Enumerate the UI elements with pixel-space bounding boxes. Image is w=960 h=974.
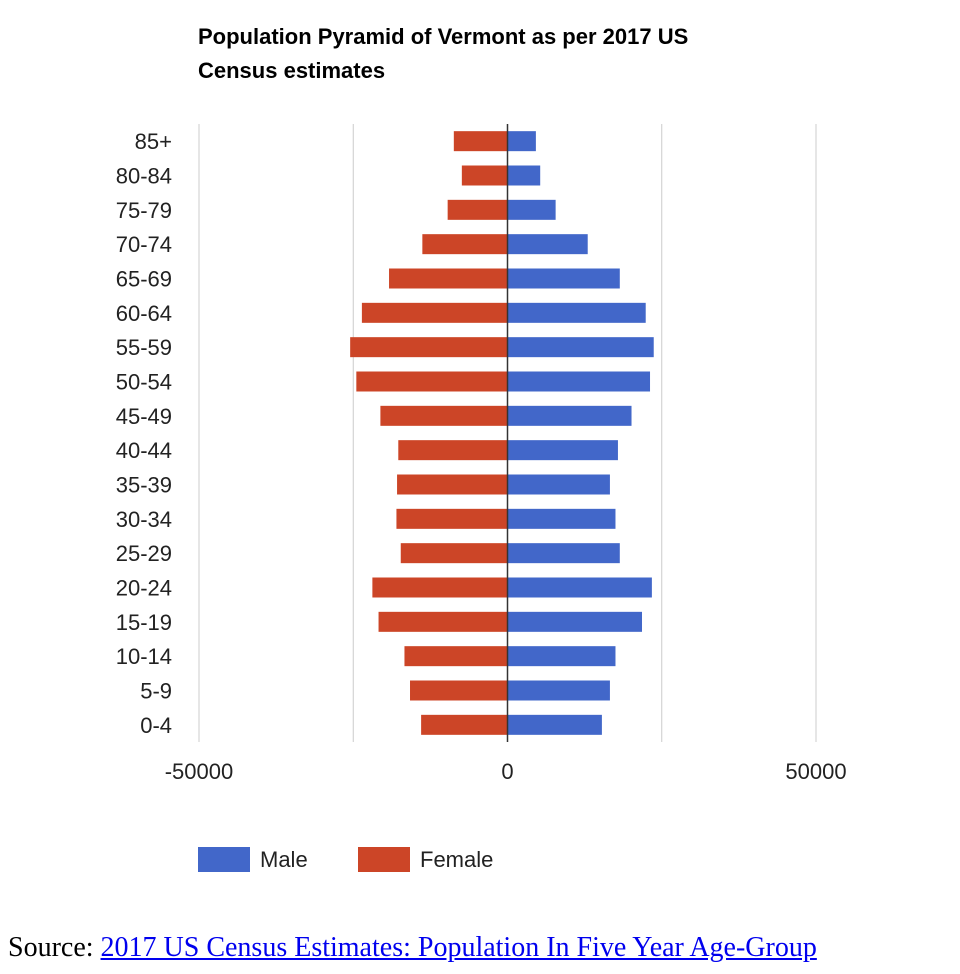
bar-male-45-49: [507, 405, 632, 426]
y-tick-label: 75-79: [116, 198, 172, 223]
bar-female-60-64: [361, 302, 508, 323]
bar-male-85+: [507, 131, 536, 152]
y-tick-label: 10-14: [116, 644, 172, 669]
bar-male-25-29: [507, 543, 620, 564]
bar-male-10-14: [507, 646, 616, 667]
source-link[interactable]: 2017 US Census Estimates: Population In …: [100, 932, 817, 963]
bar-male-35-39: [507, 474, 610, 495]
bar-female-75-79: [447, 199, 508, 220]
bar-male-80-84: [507, 165, 541, 186]
y-tick-label: 15-19: [116, 610, 172, 635]
bar-male-15-19: [507, 611, 643, 632]
bar-female-15-19: [378, 611, 508, 632]
legend-swatch-female: [358, 847, 410, 872]
bar-female-85+: [453, 131, 508, 152]
legend: Male Female: [198, 847, 493, 872]
bar-female-45-49: [380, 405, 508, 426]
population-pyramid-chart: Population Pyramid of Vermont as per 201…: [116, 24, 847, 872]
bar-female-50-54: [356, 371, 508, 392]
y-tick-label: 5-9: [140, 679, 172, 704]
y-tick-label: 80-84: [116, 164, 172, 189]
bar-female-20-24: [372, 577, 508, 598]
x-tick-label: 50000: [785, 759, 846, 784]
bar-female-10-14: [404, 646, 508, 667]
bar-female-0-4: [421, 714, 508, 735]
axes: 85+ 80-84 75-79 70-74 65-69 60-64 55-59 50-54 45…: [116, 124, 847, 784]
x-tick-label: 0: [501, 759, 513, 784]
y-tick-label: 20-24: [116, 576, 172, 601]
y-tick-label: 55-59: [116, 335, 172, 360]
chart-title-line-1: Population Pyramid of Vermont as per 201…: [198, 24, 688, 49]
bar-female-25-29: [400, 543, 508, 564]
bar-female-30-34: [396, 508, 508, 529]
bar-male-60-64: [507, 302, 646, 323]
bar-male-0-4: [507, 714, 602, 735]
bar-male-75-79: [507, 199, 556, 220]
y-tick-label: 35-39: [116, 473, 172, 498]
y-tick-label: 50-54: [116, 370, 172, 395]
y-tick-label: 70-74: [116, 232, 172, 257]
legend-label-male: Male: [260, 847, 308, 872]
y-tick-label: 40-44: [116, 438, 172, 463]
y-tick-label: 45-49: [116, 404, 172, 429]
y-tick-label: 65-69: [116, 267, 172, 292]
bar-female-55-59: [350, 337, 508, 358]
bar-male-20-24: [507, 577, 652, 598]
bar-male-70-74: [507, 234, 588, 255]
y-tick-label: 0-4: [140, 713, 172, 738]
y-tick-label: 85+: [135, 129, 172, 154]
y-tick-label: 60-64: [116, 301, 172, 326]
source-line: Source: 2017 US Census Estimates: Popula…: [8, 932, 817, 964]
bar-female-65-69: [389, 268, 508, 289]
bar-male-65-69: [507, 268, 620, 289]
bar-male-40-44: [507, 440, 618, 461]
legend-label-female: Female: [420, 847, 493, 872]
legend-swatch-male: [198, 847, 250, 872]
x-tick-label: -50000: [165, 759, 234, 784]
bars: [350, 131, 654, 735]
bar-male-50-54: [507, 371, 651, 392]
source-label: Source:: [8, 932, 94, 963]
bar-male-55-59: [507, 337, 654, 358]
bar-female-35-39: [397, 474, 508, 495]
y-tick-label: 30-34: [116, 507, 172, 532]
bar-female-70-74: [422, 234, 508, 255]
bar-female-40-44: [398, 440, 508, 461]
bar-female-80-84: [461, 165, 508, 186]
y-tick-label: 25-29: [116, 541, 172, 566]
chart-title-line-2: Census estimates: [198, 58, 385, 83]
bar-male-30-34: [507, 508, 616, 529]
bar-male-5-9: [507, 680, 610, 701]
bar-female-5-9: [410, 680, 508, 701]
gridlines: [198, 124, 817, 742]
